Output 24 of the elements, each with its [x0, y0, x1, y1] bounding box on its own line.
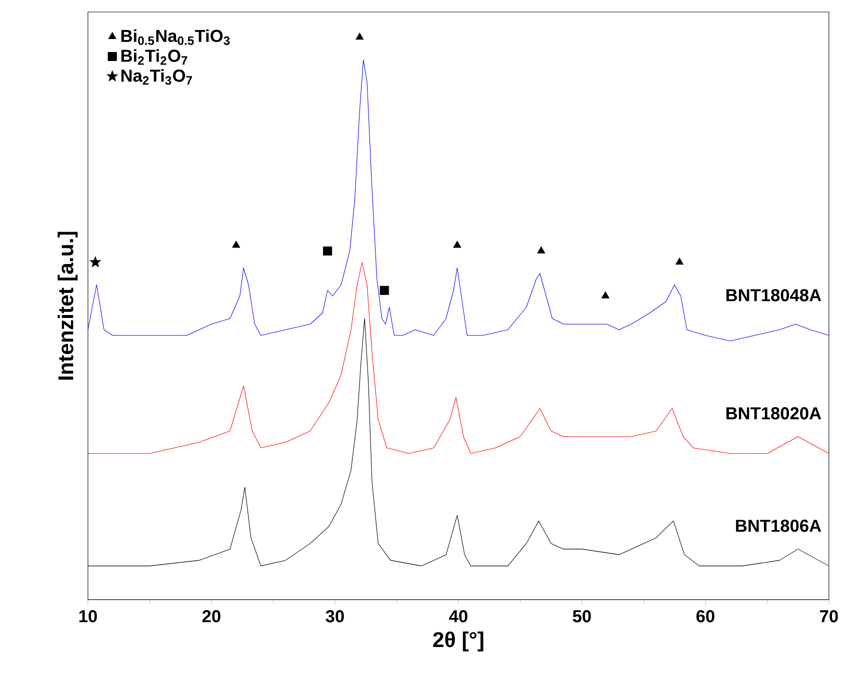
x-tick-label: 50 [572, 610, 591, 622]
point [537, 246, 546, 254]
point [676, 258, 684, 264]
point [380, 286, 389, 295]
legend-label: Na$_{2}$Ti$_{3}$O$_{7}$ [121, 68, 192, 85]
point [453, 240, 462, 248]
legend-label: Bi$_{2}$Ti$_{2}$O$_{7}$ [121, 49, 188, 65]
point [356, 32, 364, 40]
x-tick-label: 20 [202, 610, 220, 622]
series-label: BNT1806A [736, 519, 822, 532]
legend-label: Bi$_{0.5}$Na$_{0.5}$TiO$_{3}$ [121, 29, 230, 45]
point [90, 256, 101, 267]
x-tick-label: 70 [820, 610, 838, 622]
x-tick-label: 10 [79, 610, 97, 622]
point [601, 291, 610, 298]
point [323, 246, 332, 256]
x-tick-label: 60 [696, 610, 714, 622]
x-tick-label: 30 [326, 610, 344, 622]
series-label: BNT18048A [726, 288, 822, 302]
x-axis-title: 2θ [°] [433, 631, 484, 652]
series-label: BNT18020A [726, 407, 822, 420]
x-tick-label: 40 [449, 610, 468, 622]
point [232, 240, 240, 248]
y-axis-title: Intenzitet [a.u.] [58, 232, 78, 380]
